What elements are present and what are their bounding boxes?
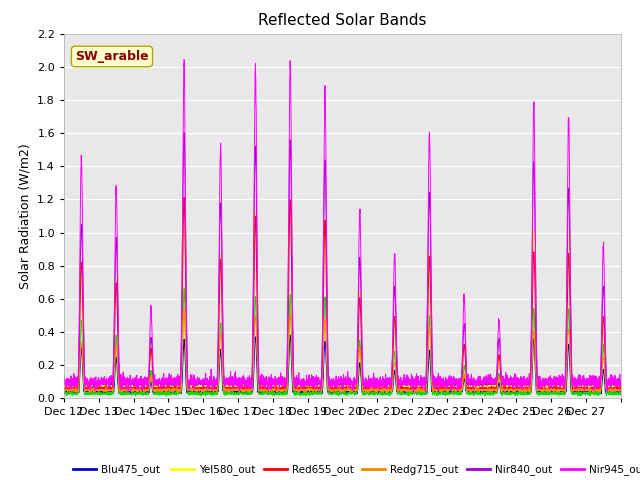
Legend: Blu475_out, Grn535_out, Yel580_out, Red655_out, Redg715_out, Nir840_out, Nir945_: Blu475_out, Grn535_out, Yel580_out, Red6…: [69, 460, 640, 480]
Nir945_out: [499, 376, 506, 382]
Redg715_out: [180, 308, 188, 313]
Line: Nir945_out: Nir945_out: [64, 60, 621, 392]
Line: Red655_out: Red655_out: [64, 198, 621, 391]
Redg715_out: [499, 385, 506, 391]
Line: Redg715_out: Redg715_out: [64, 311, 621, 393]
Redg715_out: [611, 387, 619, 393]
Redg715_out: [414, 389, 422, 395]
Yel580_out: [611, 384, 619, 390]
Grn535_out: [499, 390, 506, 396]
Redg715_out: [463, 386, 471, 392]
Nir945_out: [174, 373, 182, 379]
Nir945_out: [180, 57, 188, 62]
Nir945_out: [463, 379, 471, 384]
Nir945_out: [532, 317, 540, 323]
Red655_out: [174, 386, 182, 392]
Redg715_out: [617, 387, 625, 393]
Line: Nir840_out: Nir840_out: [64, 133, 621, 386]
Nir840_out: [174, 377, 182, 383]
Red655_out: [414, 385, 422, 391]
Yel580_out: [60, 384, 68, 389]
Line: Blu475_out: Blu475_out: [64, 335, 621, 395]
Yel580_out: [174, 384, 182, 390]
Red655_out: [499, 385, 506, 391]
Grn535_out: [174, 391, 182, 397]
Nir840_out: [180, 130, 188, 136]
Blu475_out: [611, 388, 619, 394]
Grn535_out: [463, 390, 471, 396]
Yel580_out: [463, 383, 471, 389]
Nir840_out: [60, 379, 68, 385]
Nir840_out: [617, 380, 625, 386]
Line: Grn535_out: Grn535_out: [64, 288, 621, 396]
Grn535_out: [60, 391, 68, 396]
Blu475_out: [499, 388, 506, 394]
Nir840_out: [499, 382, 506, 387]
Blu475_out: [174, 388, 182, 394]
Blu475_out: [287, 332, 294, 338]
Nir840_out: [532, 306, 540, 312]
Blu475_out: [296, 392, 304, 397]
Redg715_out: [532, 372, 540, 378]
Nir945_out: [617, 378, 625, 384]
Grn535_out: [414, 390, 422, 396]
Red655_out: [532, 350, 540, 356]
Yel580_out: [499, 384, 506, 390]
Line: Yel580_out: Yel580_out: [64, 206, 621, 390]
Nir945_out: [611, 380, 619, 386]
Blu475_out: [463, 389, 471, 395]
Redg715_out: [174, 389, 182, 395]
Grn535_out: [532, 374, 540, 380]
Redg715_out: [87, 390, 95, 396]
Grn535_out: [297, 393, 305, 399]
Title: Reflected Solar Bands: Reflected Solar Bands: [258, 13, 427, 28]
Red655_out: [60, 386, 68, 392]
Nir840_out: [90, 384, 98, 389]
Grn535_out: [617, 390, 625, 396]
Red655_out: [617, 384, 625, 390]
Nir840_out: [414, 381, 422, 387]
Redg715_out: [60, 387, 68, 393]
Nir840_out: [463, 381, 471, 387]
Yel580_out: [414, 384, 422, 390]
Yel580_out: [286, 204, 294, 209]
Nir945_out: [124, 389, 132, 395]
Blu475_out: [60, 389, 68, 395]
Nir945_out: [60, 376, 68, 382]
Yel580_out: [617, 383, 625, 389]
Red655_out: [103, 388, 111, 394]
Text: SW_arable: SW_arable: [75, 50, 148, 63]
Blu475_out: [617, 390, 625, 396]
Grn535_out: [611, 392, 619, 397]
Red655_out: [180, 195, 188, 201]
Nir945_out: [414, 378, 422, 384]
Blu475_out: [532, 383, 540, 388]
Nir840_out: [611, 380, 619, 386]
Red655_out: [463, 387, 471, 393]
Y-axis label: Solar Radiation (W/m2): Solar Radiation (W/m2): [19, 143, 31, 289]
Grn535_out: [180, 286, 188, 291]
Yel580_out: [532, 349, 540, 355]
Yel580_out: [71, 387, 79, 393]
Blu475_out: [414, 389, 422, 395]
Red655_out: [611, 385, 619, 391]
